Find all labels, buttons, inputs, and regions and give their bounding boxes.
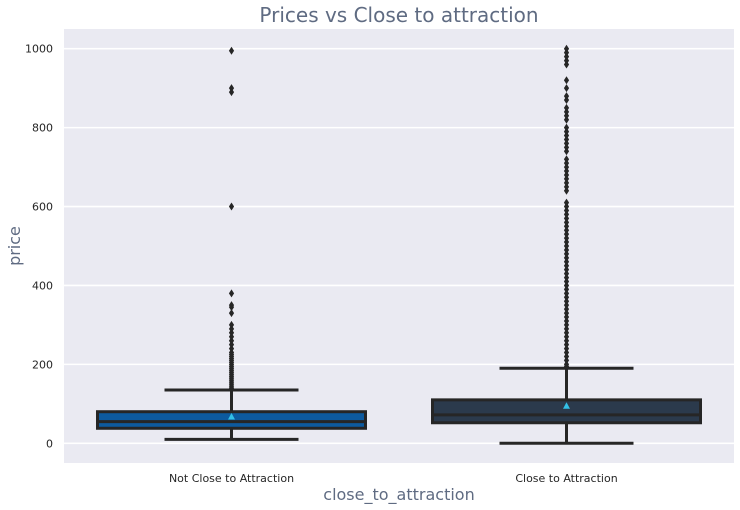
y-tick-label: 200 [32, 358, 53, 371]
box-iqr [96, 410, 367, 430]
outlier-point [228, 320, 235, 329]
outlier-point [228, 301, 235, 310]
plot-area [64, 29, 734, 463]
x-tick-label: Not Close to Attraction [169, 472, 294, 485]
mean-marker [563, 402, 570, 409]
y-tick-label: 0 [46, 437, 53, 450]
y-tick-label: 600 [32, 201, 53, 214]
box-group [96, 46, 367, 441]
outlier-point [563, 123, 570, 132]
outlier-point [563, 44, 570, 53]
y-tick-label: 800 [32, 122, 53, 135]
outlier-point [563, 76, 570, 85]
outlier-point [228, 84, 235, 93]
outlier-point [228, 289, 235, 298]
box-iqr [431, 398, 702, 425]
x-axis-label: close_to_attraction [323, 485, 474, 505]
outlier-point [228, 309, 235, 318]
mean-marker [228, 412, 235, 420]
outlier-point [228, 202, 235, 211]
x-tick-label: Close to Attraction [515, 472, 617, 485]
x-tick-labels: Not Close to Attraction Close to Attracti… [169, 472, 618, 485]
y-tick-label: 400 [32, 279, 53, 292]
outlier-point [563, 155, 570, 164]
chart-title: Prices vs Close to attraction [259, 3, 538, 27]
y-axis-label: price [5, 226, 24, 266]
y-tick-label: 1000 [25, 43, 53, 56]
outlier-point [563, 103, 570, 112]
outlier-point [563, 84, 570, 93]
boxes [96, 44, 702, 445]
outlier-point [563, 92, 570, 101]
outlier-point [228, 46, 235, 55]
outlier-point [563, 198, 570, 207]
y-tick-labels: 0 200 400 600 800 1000 [25, 43, 53, 451]
box-group [431, 44, 702, 445]
